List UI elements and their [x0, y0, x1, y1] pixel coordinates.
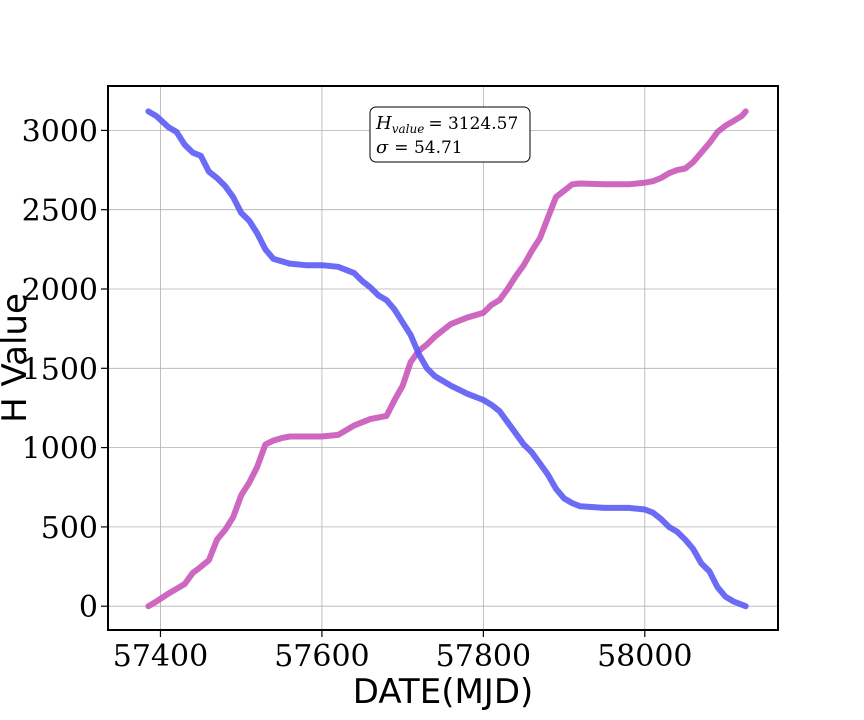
series-line — [145, 108, 749, 610]
x-tick-label: 58000 — [597, 639, 692, 674]
x-axis-label: DATE(MJD) — [353, 672, 534, 712]
y-tick-label: 2500 — [22, 194, 98, 229]
sigma-symbol: σ — [376, 137, 389, 158]
y-axis-label: H Value — [0, 293, 35, 423]
y-tick-label: 500 — [41, 511, 98, 546]
y-tick-label: 0 — [79, 590, 98, 625]
y-tick-label: 3000 — [22, 114, 98, 149]
sigma-value: = 54.71 — [394, 138, 462, 158]
series-line — [145, 108, 749, 610]
h-value-text: Hvalue = 3124.57 — [375, 113, 518, 136]
y-tick-label: 1000 — [22, 432, 98, 467]
sigma-text: σ = 54.71 — [376, 137, 463, 158]
y-tick-label: 2000 — [22, 273, 98, 308]
x-tick-label: 57600 — [274, 639, 369, 674]
gridlines — [108, 86, 778, 630]
y-tick-label: 1500 — [22, 352, 98, 387]
x-tick-label: 57800 — [436, 639, 531, 674]
h-symbol: H — [375, 113, 392, 134]
annotation-box — [369, 106, 531, 163]
plot-frame — [107, 85, 779, 631]
x-tick-label: 57400 — [113, 639, 208, 674]
tick-labels: 57400 57600 57800 58000 0 500 1000 1500 2000 2500… — [22, 114, 693, 674]
series-group — [145, 108, 749, 610]
stats-annotation: Hvalue = 3124.57 σ = 54.71 — [369, 106, 531, 163]
h-value: = 3124.57 — [428, 114, 518, 134]
h-subscript: value — [392, 122, 425, 136]
